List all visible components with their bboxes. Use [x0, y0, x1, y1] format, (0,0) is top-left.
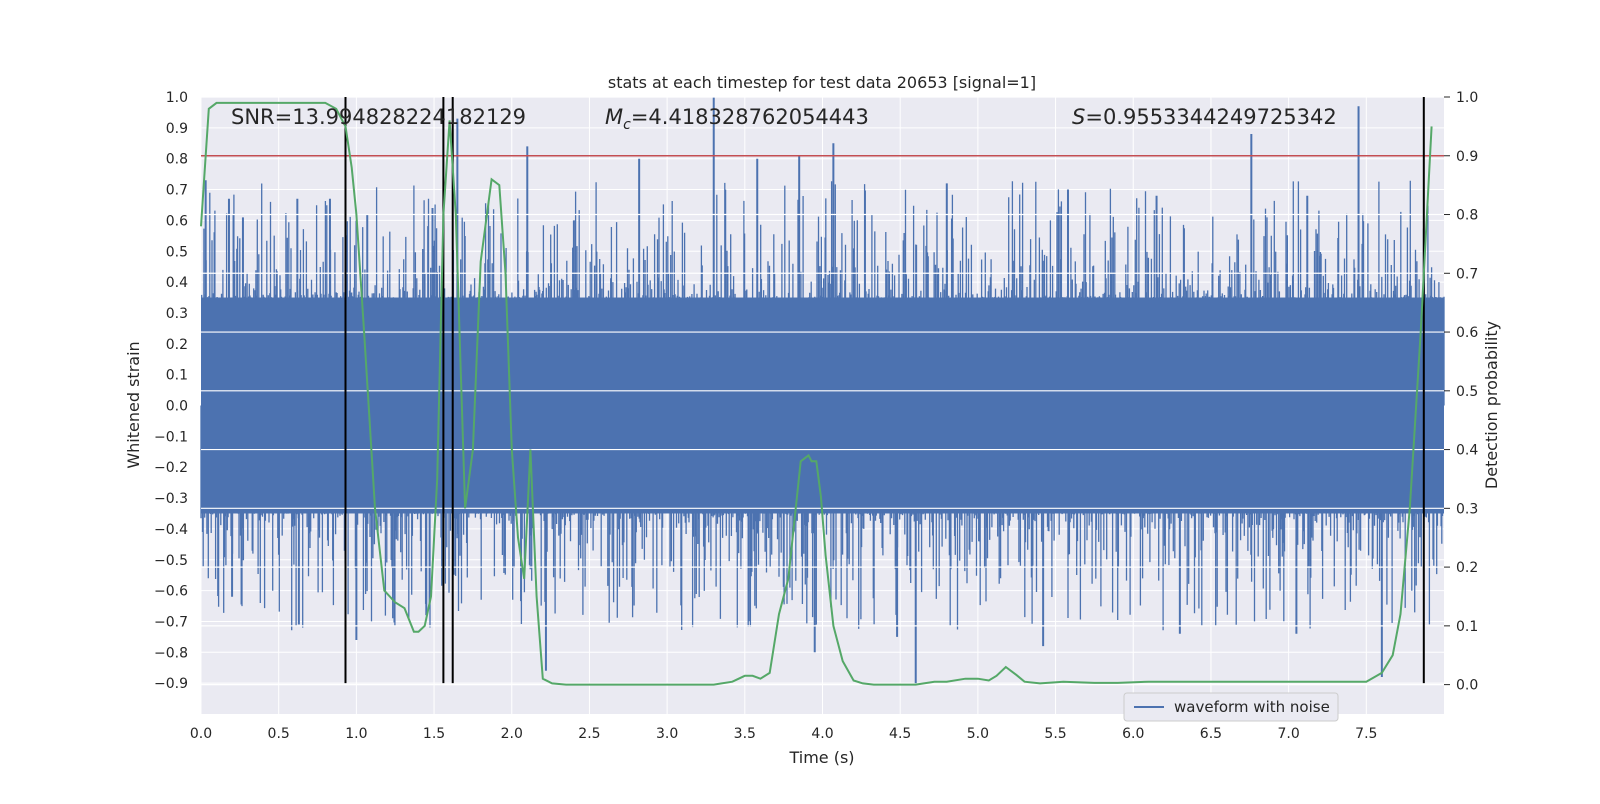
- x-axis-ticks: 0.0 0.5 1.0 1.5 2.0 2.5 3.0 3.5 4.0 4.5 5.0 5.5 6.0 6…: [190, 726, 1378, 742]
- y2-tick-label: 1.0: [1456, 90, 1478, 106]
- y2-tick-label: 0.6: [1456, 325, 1478, 341]
- chirp-mass-value: =4.418328762054443: [631, 105, 869, 129]
- y-tick-label: 0.5: [166, 244, 188, 260]
- x-tick-label: 4.5: [889, 726, 911, 742]
- chirp-mass-symbol: M: [605, 105, 623, 129]
- y-tick-label: −0.5: [154, 553, 188, 569]
- chirp-mass-annotation: Mc=4.418328762054443: [605, 105, 869, 133]
- y2-tick-label: 0.8: [1456, 208, 1478, 224]
- x-tick-label: 4.0: [811, 726, 833, 742]
- x-tick-label: 7.0: [1277, 726, 1299, 742]
- y2-tick-label: 0.0: [1456, 678, 1478, 694]
- y-tick-label: −0.3: [154, 491, 188, 507]
- y-tick-label: −0.9: [154, 676, 188, 692]
- y-tick-label: −0.2: [154, 460, 188, 476]
- y2-axis-ticks: 0.0 0.1 0.2 0.3 0.4 0.5 0.6 0.7 0.8 0.9 1.0: [1444, 90, 1478, 694]
- y-tick-label: 0.1: [166, 368, 188, 384]
- y-tick-label: −0.6: [154, 584, 188, 600]
- probability-line: [200, 101, 1433, 686]
- chirp-mass-subscript: c: [623, 117, 631, 133]
- x-tick-label: 5.0: [967, 726, 989, 742]
- y2-axis-label: Detection probability: [1482, 321, 1501, 489]
- x-tick-label: 0.5: [268, 726, 290, 742]
- y2-tick-label: 0.5: [1456, 384, 1478, 400]
- s-annotation: S=0.9553344249725342: [1072, 105, 1337, 129]
- y2-tick-label: 0.7: [1456, 266, 1478, 282]
- y-tick-label: 0.3: [166, 306, 188, 322]
- waveform-core: [201, 297, 1444, 514]
- y-tick-label: 1.0: [166, 90, 188, 106]
- y-tick-label: 0.8: [166, 152, 188, 168]
- chart-title: stats at each timestep for test data 206…: [608, 73, 1036, 92]
- y2-tick-label: 0.9: [1456, 149, 1478, 165]
- legend-label: waveform with noise: [1174, 698, 1330, 716]
- x-tick-label: 2.0: [501, 726, 523, 742]
- x-tick-label: 2.5: [578, 726, 600, 742]
- x-tick-label: 7.5: [1355, 726, 1377, 742]
- waveform-series: [200, 97, 1445, 684]
- s-symbol: S: [1072, 105, 1085, 129]
- x-tick-label: 1.0: [345, 726, 367, 742]
- x-tick-label: 6.0: [1122, 726, 1144, 742]
- y-tick-label: 0.0: [166, 399, 188, 415]
- y2-tick-label: 0.3: [1456, 501, 1478, 517]
- y-tick-label: 0.4: [166, 275, 188, 291]
- y-tick-label: 0.9: [166, 121, 188, 137]
- x-tick-label: 3.0: [656, 726, 678, 742]
- snr-annotation: SNR=13.994828224182129: [231, 105, 526, 129]
- y-axis-label: Whitened strain: [124, 341, 143, 468]
- x-tick-label: 6.5: [1200, 726, 1222, 742]
- y-tick-label: 0.6: [166, 213, 188, 229]
- legend-box: [1123, 692, 1339, 722]
- legend: waveform with noise: [1123, 692, 1339, 722]
- x-tick-label: 0.0: [190, 726, 212, 742]
- x-tick-label: 5.5: [1044, 726, 1066, 742]
- s-value: =0.9553344249725342: [1085, 105, 1336, 129]
- y-tick-label: 0.2: [166, 337, 188, 353]
- x-axis-label: Time (s): [788, 748, 854, 767]
- y-axis-ticks: −0.9 −0.8 −0.7 −0.6 −0.5 −0.4 −0.3 −0.2 −0.1 0.0 0…: [154, 90, 188, 692]
- y-tick-label: −0.1: [154, 429, 188, 445]
- event-vertical-lines: [344, 97, 1425, 684]
- x-tick-label: 3.5: [734, 726, 756, 742]
- y2-tick-label: 0.1: [1456, 619, 1478, 635]
- y-tick-label: −0.7: [154, 614, 188, 630]
- y2-tick-label: 0.4: [1456, 443, 1478, 459]
- probability-series: [200, 101, 1433, 686]
- x-tick-label: 1.5: [423, 726, 445, 742]
- y-tick-label: 0.7: [166, 183, 188, 199]
- y2-tick-label: 0.2: [1456, 560, 1478, 576]
- y-tick-label: −0.4: [154, 522, 188, 538]
- y-tick-label: −0.8: [154, 645, 188, 661]
